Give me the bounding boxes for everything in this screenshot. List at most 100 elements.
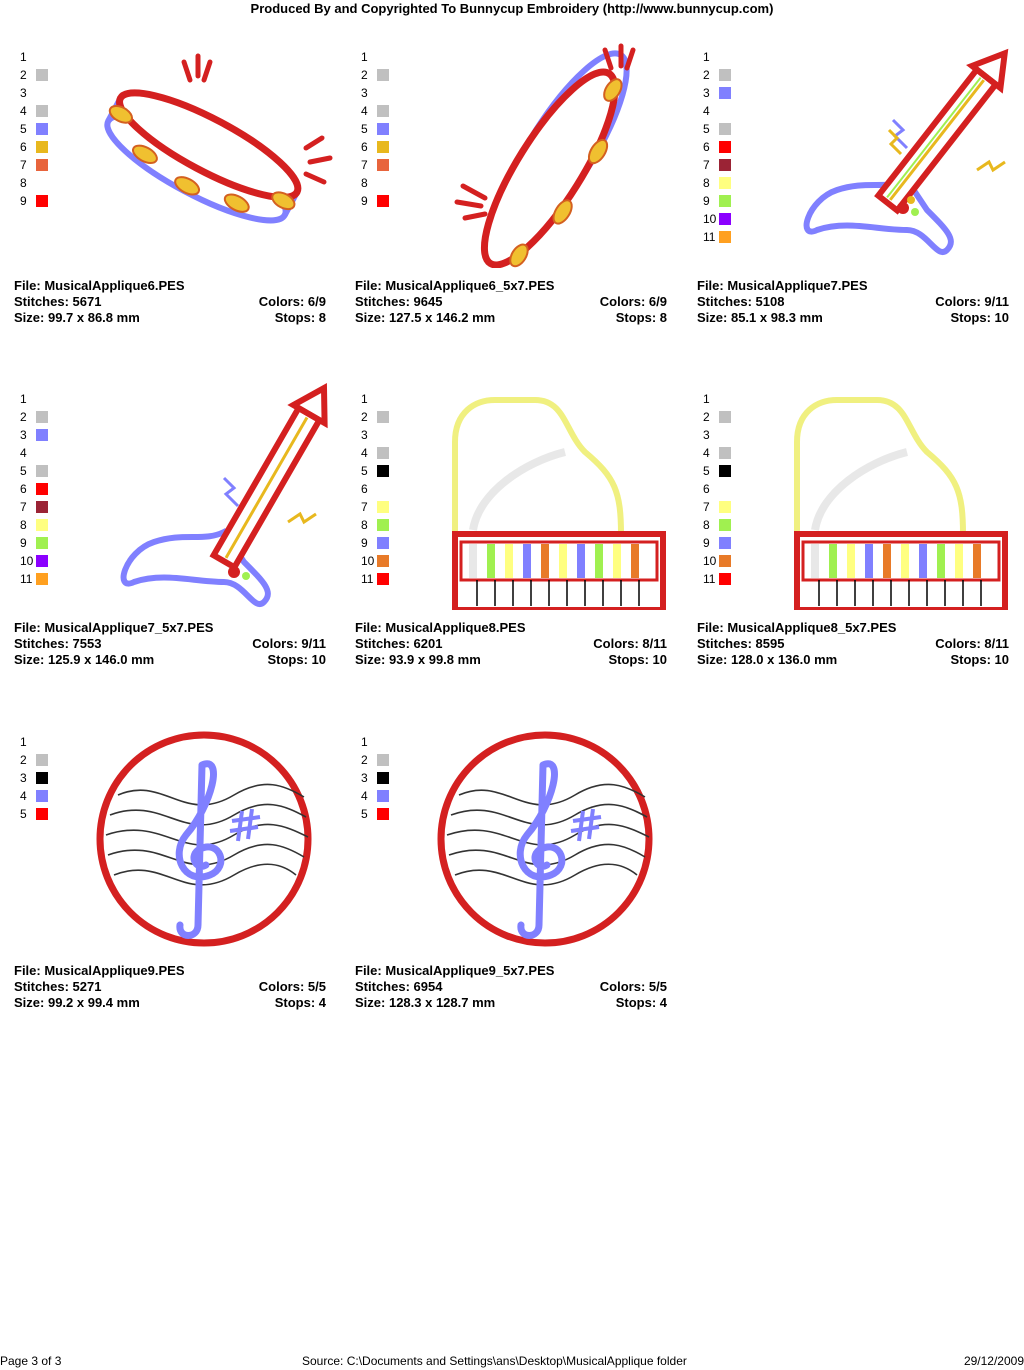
color-swatch-number: 7 xyxy=(703,158,710,172)
stop-count: Stops: 4 xyxy=(615,995,667,1010)
stitch-count: Stitches: 5671 xyxy=(14,294,102,309)
color-swatch-row: 11 xyxy=(703,228,743,246)
color-swatch-row: 5 xyxy=(20,462,60,480)
color-swatch-row: 5 xyxy=(20,805,60,823)
color-swatch-number: 9 xyxy=(361,536,368,550)
color-swatch-row: 3 xyxy=(361,426,401,444)
color-swatch-number: 5 xyxy=(703,122,710,136)
color-swatch-number: 5 xyxy=(361,807,368,821)
color-swatch-list: 1 2 3 4 5 6 7 8 9 xyxy=(20,48,60,210)
color-swatch-row: 1 xyxy=(20,48,60,66)
color-swatch-number: 3 xyxy=(703,428,710,442)
color-swatch xyxy=(377,429,389,441)
color-swatch-number: 11 xyxy=(361,572,374,586)
color-swatch xyxy=(36,393,48,405)
stitch-count: Stitches: 6954 xyxy=(355,979,443,994)
file-name: File: MusicalApplique9.PES xyxy=(14,963,185,978)
color-swatch xyxy=(377,573,389,585)
color-swatch-number: 2 xyxy=(20,410,27,424)
color-swatch xyxy=(36,465,48,477)
color-swatch-number: 9 xyxy=(703,194,710,208)
color-swatch-number: 5 xyxy=(20,122,27,136)
color-count: Colors: 6/9 xyxy=(258,294,326,309)
design-card: 1 2 3 4 5 6 7 8 9 10 11 File: MusicalApplique7_5x7… xyxy=(14,362,334,667)
color-swatch-number: 9 xyxy=(703,536,710,550)
color-swatch xyxy=(377,501,389,513)
source-path: Source: C:\Documents and Settings\ans\De… xyxy=(302,1354,687,1368)
design-card: 1 2 3 4 5 File: MusicalApplique9.PES Stitche… xyxy=(14,705,334,1010)
color-swatch-row: 3 xyxy=(20,426,60,444)
color-swatch xyxy=(377,754,389,766)
color-swatch xyxy=(377,555,389,567)
color-swatch-row: 7 xyxy=(703,498,743,516)
color-swatch xyxy=(719,465,731,477)
color-swatch-row: 5 xyxy=(361,462,401,480)
color-swatch-row: 9 xyxy=(703,534,743,552)
color-swatch xyxy=(719,501,731,513)
color-swatch xyxy=(719,141,731,153)
color-swatch xyxy=(377,772,389,784)
color-swatch-row: 3 xyxy=(703,426,743,444)
color-swatch-row: 10 xyxy=(703,552,743,570)
color-swatch xyxy=(719,447,731,459)
design-info: File: MusicalApplique6_5x7.PES Stitches:… xyxy=(355,278,667,326)
color-swatch-number: 11 xyxy=(703,572,716,586)
color-swatch-number: 6 xyxy=(20,482,27,496)
color-swatch xyxy=(36,447,48,459)
color-swatch-number: 10 xyxy=(703,554,717,568)
design-size: Size: 127.5 x 146.2 mm xyxy=(355,310,496,325)
file-name: File: MusicalApplique6.PES xyxy=(14,278,185,293)
color-swatch xyxy=(377,465,389,477)
color-swatch-number: 1 xyxy=(20,50,27,64)
color-swatch xyxy=(377,790,389,802)
stitch-count: Stitches: 6201 xyxy=(355,636,443,651)
stitch-count: Stitches: 5108 xyxy=(697,294,785,309)
color-swatch xyxy=(36,537,48,549)
guitar-design-illustration xyxy=(757,40,1017,268)
color-swatch-number: 8 xyxy=(20,518,27,532)
color-swatch-number: 10 xyxy=(703,212,717,226)
color-swatch-number: 2 xyxy=(361,68,368,82)
color-swatch-row: 5 xyxy=(20,120,60,138)
color-swatch xyxy=(719,159,731,171)
color-count: Colors: 5/5 xyxy=(599,979,667,994)
color-swatch-row: 2 xyxy=(361,751,401,769)
design-info: File: MusicalApplique7.PES Stitches: 510… xyxy=(697,278,1009,326)
color-swatch-row: 2 xyxy=(361,408,401,426)
color-swatch xyxy=(36,501,48,513)
color-swatch xyxy=(377,195,389,207)
design-card: 1 2 3 4 5 File: MusicalApplique9_5x7.PES Sti… xyxy=(355,705,675,1010)
color-swatch-number: 3 xyxy=(20,428,27,442)
color-swatch xyxy=(36,754,48,766)
color-swatch xyxy=(719,231,731,243)
color-swatch xyxy=(36,519,48,531)
stop-count: Stops: 10 xyxy=(950,310,1009,325)
stop-count: Stops: 10 xyxy=(608,652,667,667)
design-size: Size: 99.2 x 99.4 mm xyxy=(14,995,140,1010)
clef-design-illustration xyxy=(415,725,675,953)
color-swatch-number: 3 xyxy=(361,86,368,100)
color-swatch-row: 2 xyxy=(20,408,60,426)
color-swatch-row: 4 xyxy=(20,444,60,462)
piano-design-illustration xyxy=(757,382,1017,613)
color-swatch-row: 6 xyxy=(20,480,60,498)
color-swatch-list: 1 2 3 4 5 6 7 8 9 10 11 xyxy=(361,390,401,588)
color-swatch-number: 8 xyxy=(703,176,710,190)
color-swatch-row: 4 xyxy=(361,444,401,462)
print-date: 29/12/2009 xyxy=(963,1354,1024,1368)
file-name: File: MusicalApplique7.PES xyxy=(697,278,868,293)
color-swatch xyxy=(377,537,389,549)
color-swatch-number: 5 xyxy=(20,807,27,821)
design-info: File: MusicalApplique7_5x7.PES Stitches:… xyxy=(14,620,326,668)
file-name: File: MusicalApplique8_5x7.PES xyxy=(697,620,897,635)
color-swatch-number: 8 xyxy=(20,176,27,190)
color-swatch-row: 6 xyxy=(361,138,401,156)
color-swatch-list: 1 2 3 4 5 6 7 8 9 10 11 xyxy=(703,390,743,588)
color-swatch-number: 3 xyxy=(20,771,27,785)
color-swatch xyxy=(377,393,389,405)
color-count: Colors: 9/11 xyxy=(935,294,1009,309)
color-swatch-row: 5 xyxy=(361,805,401,823)
color-count: Colors: 9/11 xyxy=(252,636,326,651)
color-swatch-row: 8 xyxy=(361,174,401,192)
color-swatch-number: 7 xyxy=(20,500,27,514)
